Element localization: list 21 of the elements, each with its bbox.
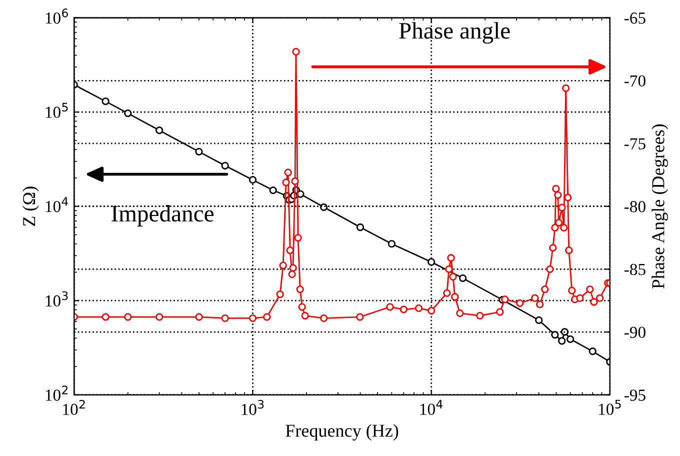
annotation: Impedance [112, 205, 214, 226]
y-tick-label: 10$^{6}$ [46, 8, 68, 24]
y2-tick-label: -65 [624, 12, 646, 24]
y2-tick-label: -95 [624, 390, 646, 401]
y-tick-label: 10$^{4}$ [46, 197, 68, 212]
x-tick-label: 10$^{3}$ [242, 400, 264, 416]
annotation: Phase angle [399, 22, 510, 44]
y-tick-label: 10$^{5}$ [46, 102, 68, 118]
y2-axis-title: Phase Angle (Degrees) [652, 124, 668, 289]
x-tick-label: 10$^{4}$ [420, 400, 443, 415]
y2-tick-label: -80 [624, 201, 646, 212]
y-tick-label: 10$^{2}$ [46, 386, 68, 401]
y2-tick-label: -85 [624, 264, 646, 276]
y2-tick-label: -75 [624, 138, 646, 150]
x-axis-title: Frequency (Hz) [286, 424, 398, 441]
y2-tick-label: -70 [624, 75, 646, 87]
y-tick-label: 10$^{3}$ [46, 291, 68, 307]
x-tick-label: 10$^{5}$ [599, 400, 621, 415]
x-tick-label: 10$^{2}$ [63, 400, 85, 416]
y-axis-title: Z (Ω) [22, 186, 39, 226]
y2-tick-label: -90 [624, 326, 646, 338]
